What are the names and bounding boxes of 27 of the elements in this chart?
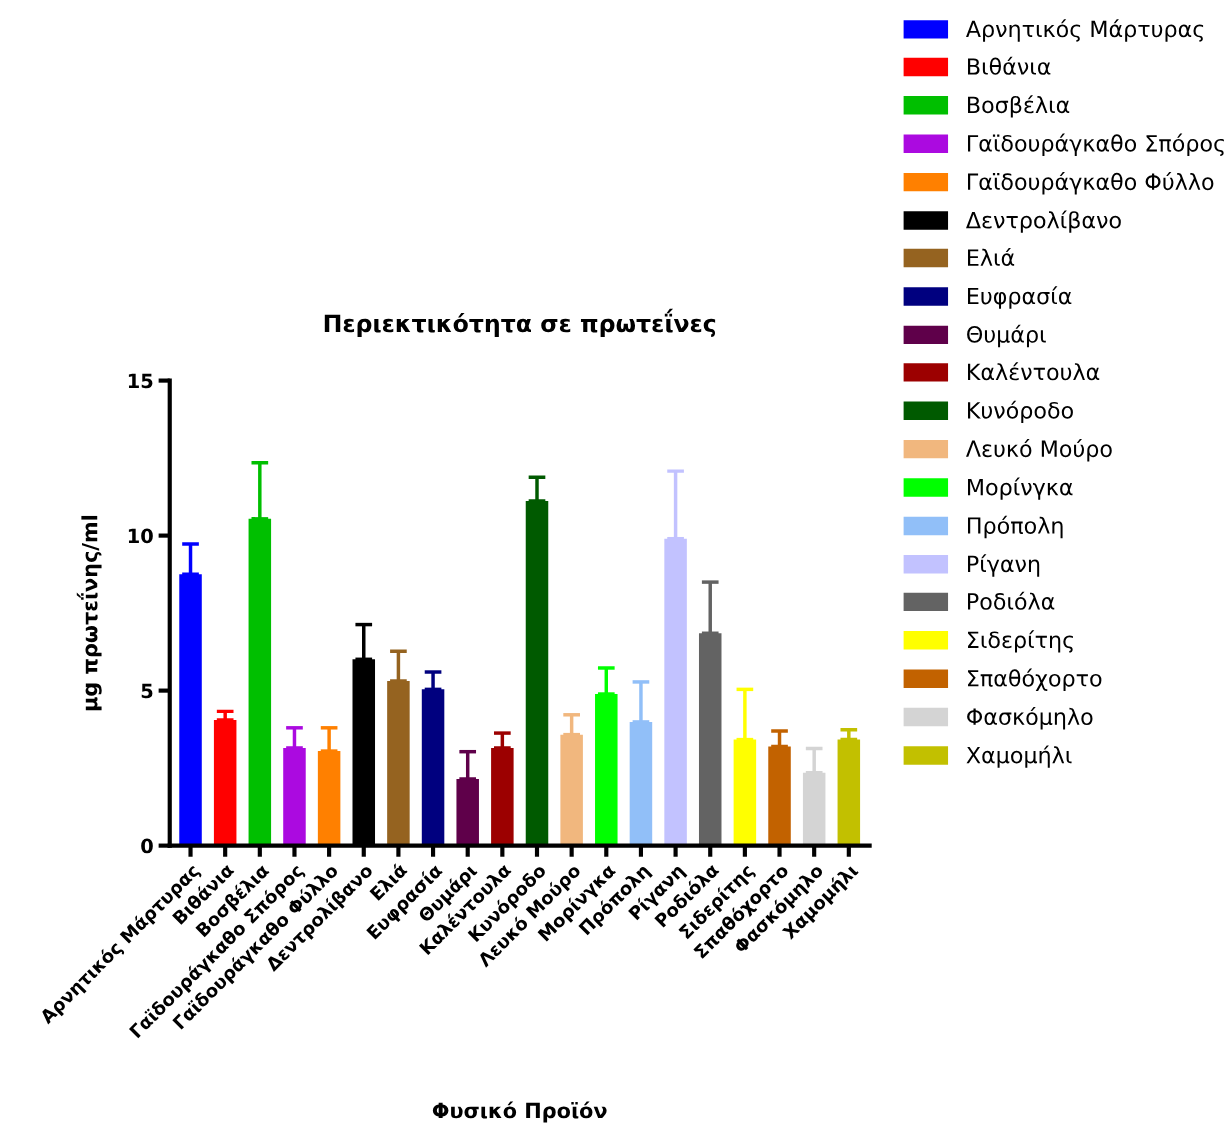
x-axis-title: Φυσικό Προϊόν bbox=[432, 1101, 607, 1123]
legend-label: Σπαθόχορτο bbox=[968, 668, 1102, 691]
legend-label: Δεντρολίβανο bbox=[966, 210, 1121, 233]
chart-title: Περιεκτικότητα σε πρωτεΐνες bbox=[324, 308, 716, 337]
legend-label: Ελιά bbox=[968, 247, 1015, 266]
legend-label: Γαϊδουράγκαθο Σπόρος bbox=[968, 133, 1224, 157]
legend-label: Γαϊδουράγκαθο Φύλλο bbox=[968, 172, 1214, 195]
legend-label: Κυνόροδο bbox=[968, 400, 1073, 424]
y-tick-label: 0 bbox=[141, 838, 153, 854]
legend-label: Θυμάρι bbox=[967, 324, 1046, 348]
legend-label: Σιδερίτης bbox=[968, 630, 1073, 653]
y-tick-label: 10 bbox=[128, 528, 153, 544]
legend-label: Μορίνγκα bbox=[968, 477, 1073, 500]
legend-label: Βιθάνια bbox=[968, 56, 1051, 75]
legend-label: Αρνητικός Μάρτυρας bbox=[966, 19, 1204, 42]
legend-label: Φασκόμηλο bbox=[967, 706, 1093, 730]
y-tick-label: 5 bbox=[141, 683, 153, 699]
y-tick-label: 15 bbox=[128, 373, 153, 389]
y-axis-title: μg πρωτεΐνης/ml bbox=[76, 515, 102, 711]
legend-label: Καλέντουλα bbox=[968, 362, 1100, 381]
legend-label: Πρόπολη bbox=[968, 515, 1063, 539]
legend-label: Ρίγανη bbox=[968, 554, 1040, 577]
legend-label: Χαμομήλι bbox=[966, 745, 1072, 768]
legend-label: Λευκό Μούρο bbox=[966, 439, 1112, 462]
legend-label: Βοσβέλια bbox=[968, 95, 1070, 118]
legend-label: Ευφρασία bbox=[968, 286, 1072, 309]
legend-label: Ροδιόλα bbox=[968, 591, 1055, 610]
